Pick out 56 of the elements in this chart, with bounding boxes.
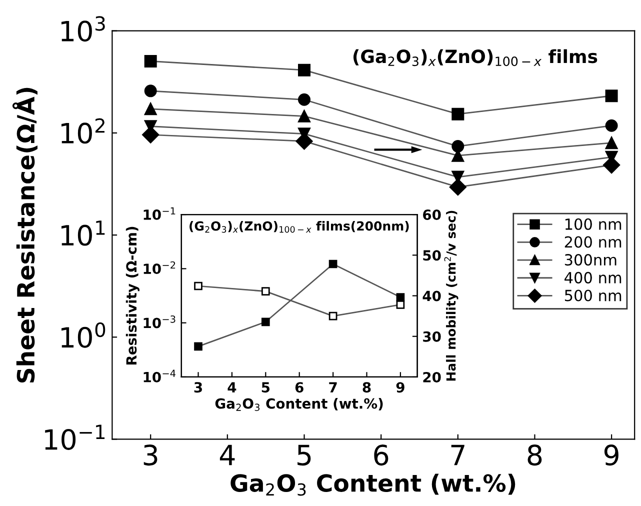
point: [298, 93, 310, 106]
point: [605, 136, 618, 150]
legend-label: 100 nm: [565, 218, 622, 230]
y-tick-label: 10$^{−3}$: [144, 315, 176, 328]
x-tick-label: 4: [220, 444, 235, 466]
point: [144, 54, 157, 68]
legend-label: 200 nm: [564, 236, 622, 248]
point: [452, 140, 464, 153]
y2-tick-label: 30: [423, 331, 441, 342]
point: [144, 102, 157, 116]
x-tick-label: 7: [451, 444, 464, 466]
y2-tick-label: 50: [423, 250, 441, 261]
text: (Ga$_{2}$O$_{3}$)$_{x}$(ZnO)$_{100−x}$ films: [353, 49, 598, 66]
y2-axis-title: Hall mobility (cm$^{2}$/v sec): [444, 210, 458, 381]
x-tick-label: 9: [396, 382, 404, 393]
y-tick-label: 10$^{2}$: [61, 118, 104, 144]
x-tick-label: 8: [362, 382, 371, 393]
point: [605, 119, 618, 132]
y2-tick-label: 40: [422, 290, 441, 302]
y-axis-title: Sheet Resistance(Ω/Å): [12, 88, 38, 383]
y-tick-label: 10$^{−2}$: [144, 261, 176, 274]
point: [449, 178, 466, 196]
point: [298, 64, 310, 76]
x-tick-label: 4: [228, 382, 236, 392]
x-axis-title: Ga$_{2}$O$_{3}$ Content (wt.%): [215, 398, 383, 412]
y-tick-label: 10$^{−4}$: [144, 370, 176, 382]
point: [194, 342, 202, 351]
y-tick-label: 10$^{−1}$: [45, 424, 105, 450]
y-axis-title: Resistivity (Ω-cm): [126, 226, 140, 365]
x-tick-label: 5: [298, 444, 311, 466]
legend-label: 500 nm: [564, 290, 622, 302]
x-tick-label: 7: [329, 382, 337, 392]
x-axis-title: Ga$_{2}$O$_{3}$ Content (wt.%): [230, 474, 516, 496]
legend-label: 300nm: [564, 254, 616, 266]
x-tick-label: 8: [528, 444, 542, 466]
y2-tick-label: 20: [423, 372, 441, 382]
legend-label: 400 nm: [564, 272, 622, 284]
y-tick-label: 10$^{0}$: [61, 322, 106, 348]
x-tick-label: 9: [604, 444, 618, 466]
y-tick-label: 10$^{1}$: [61, 220, 105, 246]
point: [144, 84, 157, 98]
point: [298, 110, 310, 122]
y-tick-label: 10$^{3}$: [61, 16, 105, 42]
x-tick-label: 5: [262, 382, 270, 393]
y-tick-label: 10$^{−1}$: [144, 207, 176, 220]
point: [605, 90, 618, 102]
point: [452, 108, 464, 120]
x-tick-label: 3: [144, 444, 158, 466]
x-tick-label: 3: [194, 382, 202, 393]
chart-title: (G$_{2}$O$_{3}$)$_{x}$(ZnO)$_{100−x}$ films(200nm): [190, 221, 409, 233]
point: [328, 260, 338, 268]
x-tick-label: 6: [374, 444, 388, 466]
point: [261, 318, 270, 326]
y2-tick-label: 60: [423, 210, 441, 220]
point: [142, 126, 160, 144]
x-tick-label: 6: [295, 382, 304, 393]
